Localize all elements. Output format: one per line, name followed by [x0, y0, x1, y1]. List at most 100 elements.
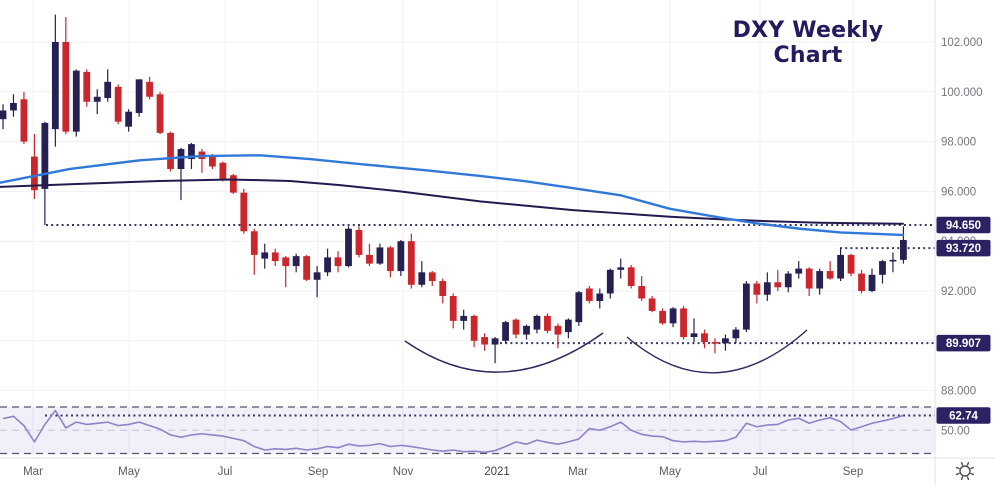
candle-body-up	[41, 122, 49, 189]
candle-body-down	[711, 342, 719, 344]
candle-body-up	[125, 111, 133, 127]
candle-body-down	[209, 156, 216, 167]
candle-body-up	[104, 81, 112, 99]
candle-body-down	[219, 162, 227, 179]
x-axis-year-label[interactable]: 2021	[484, 466, 510, 478]
candle-body-up	[418, 272, 426, 285]
candle-body-up	[72, 70, 80, 132]
candle-body-down	[512, 319, 520, 335]
candle-body-up	[460, 315, 468, 321]
x-axis-month-label[interactable]: Mar	[23, 466, 43, 478]
badge-background	[936, 239, 991, 257]
gear-tooth	[966, 461, 970, 466]
candle-body-up	[93, 96, 101, 102]
candle-body-up	[669, 308, 677, 324]
candle-body-down	[554, 325, 562, 335]
candle-body-up	[292, 256, 300, 267]
price-axis-label: 102.000	[941, 37, 983, 49]
rsi-mid-label: 50.00	[941, 425, 970, 437]
candle-body-up	[376, 247, 384, 264]
candle-body-up	[722, 338, 729, 344]
candle-body-up	[135, 79, 143, 113]
candle-body-up	[575, 292, 583, 323]
settings-gear-icon[interactable]	[955, 461, 975, 481]
candle-body-up	[795, 268, 803, 274]
candle-body-down	[847, 254, 855, 274]
price-level-badge: 93.720	[936, 239, 991, 257]
x-axis-month-label[interactable]: Jul	[218, 466, 233, 478]
badge-value: 89.907	[946, 338, 981, 350]
gear-tooth	[960, 476, 964, 481]
candle-body-down	[334, 257, 342, 267]
candle-body-up	[617, 267, 625, 270]
pattern-arc	[626, 329, 808, 374]
candle-body-up	[596, 293, 604, 301]
candle-body-down	[680, 308, 687, 338]
candle-body-down	[544, 315, 551, 331]
candle-body-up	[324, 257, 331, 273]
badge-value: 62.74	[949, 410, 978, 422]
candle-body-down	[659, 310, 667, 324]
candle-body-down	[648, 298, 656, 311]
candle-body-up	[523, 325, 530, 335]
gear-tooth	[966, 476, 970, 481]
gear-tooth	[970, 472, 975, 476]
candle-body-up	[533, 315, 541, 330]
candle-body-down	[753, 283, 761, 295]
candle-body-up	[51, 42, 59, 130]
candle-body-down	[701, 333, 708, 343]
candle-body-up	[313, 272, 321, 280]
candle-body-up	[732, 329, 740, 339]
candle-body-down	[250, 231, 258, 255]
candle-body-down	[449, 295, 457, 321]
candle-body-down	[858, 273, 865, 291]
candle-body-down	[407, 241, 415, 285]
price-axis-label: 98.000	[941, 137, 976, 149]
price-level-badge: 94.650	[936, 216, 991, 234]
gear-tooth	[955, 472, 960, 476]
candle-body-down	[83, 71, 91, 102]
candle-body-down	[481, 337, 489, 345]
candle-body-down	[638, 286, 646, 299]
candle-body-down	[20, 99, 28, 142]
x-axis-month-label[interactable]: Sep	[843, 466, 863, 478]
chart-title: DXY Weekly Chart	[732, 18, 884, 68]
x-axis-month-label[interactable]: Jul	[753, 466, 768, 478]
candle-body-up	[502, 322, 509, 341]
candle-body-up	[188, 144, 195, 160]
candle-body-down	[627, 267, 635, 287]
candle-body-up	[491, 338, 499, 345]
candle-body-down	[271, 252, 279, 262]
price-level-badge: 89.907	[936, 334, 991, 352]
candle-body-up	[742, 283, 750, 330]
rsi-line	[2, 409, 904, 454]
x-axis-month-label[interactable]: May	[659, 466, 681, 478]
x-axis-month-label[interactable]: Nov	[393, 466, 414, 478]
candle-body-down	[156, 94, 164, 133]
candle-body-down	[805, 268, 813, 289]
gear-tooth	[960, 461, 964, 466]
candle-body-up	[345, 228, 352, 267]
candle-body-down	[366, 254, 373, 264]
gear-circle	[959, 465, 971, 477]
candle-body-down	[386, 247, 394, 272]
gear-tooth	[955, 466, 960, 470]
x-axis-month-label[interactable]: Sep	[308, 466, 328, 478]
candle-body-down	[240, 192, 248, 232]
candle-body-down	[282, 257, 290, 267]
price-axis-label: 96.000	[941, 186, 976, 198]
x-axis-month-label[interactable]: May	[118, 466, 140, 478]
candle-body-down	[585, 288, 593, 301]
x-axis-month-label[interactable]: Mar	[568, 466, 588, 478]
candle-body-down	[114, 86, 122, 122]
candle-body-down	[62, 42, 70, 132]
candle-body-down	[146, 81, 153, 97]
candle-body-down	[167, 132, 174, 169]
candle-body-down	[470, 315, 478, 341]
candle-body-down	[31, 156, 38, 191]
candle-body-down	[774, 282, 782, 288]
candle-body-up	[690, 333, 698, 338]
candle-body-up	[177, 149, 185, 169]
